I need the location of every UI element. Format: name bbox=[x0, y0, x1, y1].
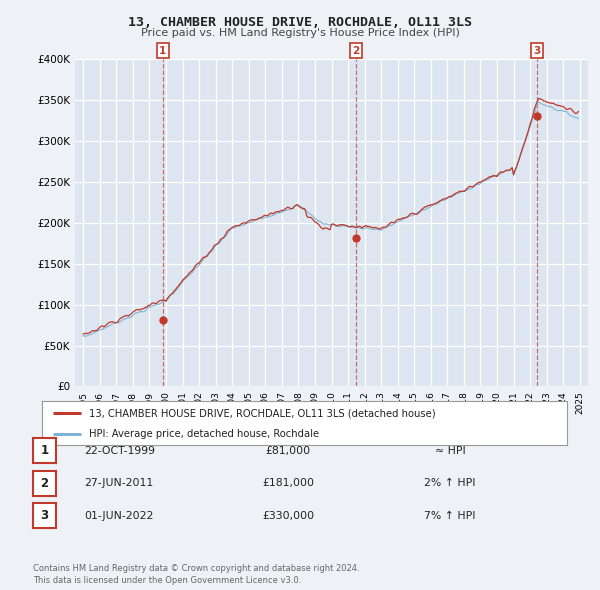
Text: 01-JUN-2022: 01-JUN-2022 bbox=[84, 511, 154, 520]
Text: HPI: Average price, detached house, Rochdale: HPI: Average price, detached house, Roch… bbox=[89, 428, 319, 438]
Text: ≈ HPI: ≈ HPI bbox=[434, 446, 466, 455]
Text: 1: 1 bbox=[159, 46, 166, 55]
Text: 2: 2 bbox=[40, 477, 49, 490]
Text: 7% ↑ HPI: 7% ↑ HPI bbox=[424, 511, 476, 520]
Text: £81,000: £81,000 bbox=[265, 446, 311, 455]
Text: 27-JUN-2011: 27-JUN-2011 bbox=[84, 478, 153, 488]
Text: £330,000: £330,000 bbox=[262, 511, 314, 520]
Text: 2% ↑ HPI: 2% ↑ HPI bbox=[424, 478, 476, 488]
Text: 3: 3 bbox=[40, 509, 49, 522]
Text: Contains HM Land Registry data © Crown copyright and database right 2024.
This d: Contains HM Land Registry data © Crown c… bbox=[33, 565, 359, 585]
Text: 13, CHAMBER HOUSE DRIVE, ROCHDALE, OL11 3LS: 13, CHAMBER HOUSE DRIVE, ROCHDALE, OL11 … bbox=[128, 16, 472, 29]
Text: Price paid vs. HM Land Registry's House Price Index (HPI): Price paid vs. HM Land Registry's House … bbox=[140, 28, 460, 38]
Text: 3: 3 bbox=[533, 46, 541, 55]
Text: 1: 1 bbox=[40, 444, 49, 457]
Text: 13, CHAMBER HOUSE DRIVE, ROCHDALE, OL11 3LS (detached house): 13, CHAMBER HOUSE DRIVE, ROCHDALE, OL11 … bbox=[89, 408, 436, 418]
Text: 2: 2 bbox=[353, 46, 360, 55]
Text: £181,000: £181,000 bbox=[262, 478, 314, 488]
Text: 22-OCT-1999: 22-OCT-1999 bbox=[84, 446, 155, 455]
